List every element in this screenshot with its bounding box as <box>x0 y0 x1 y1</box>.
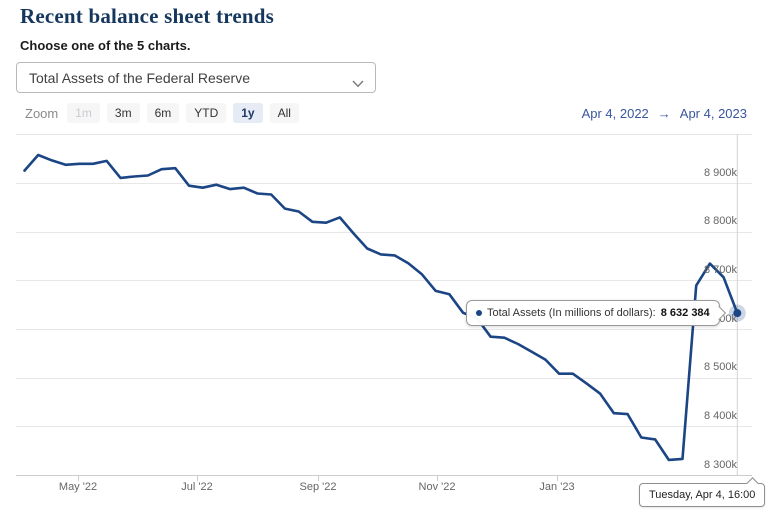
date-range: Apr 4, 2022 → Apr 4, 2023 <box>582 106 747 121</box>
range-to-input[interactable]: Apr 4, 2023 <box>679 105 747 121</box>
range-button-1m: 1m <box>67 103 100 123</box>
range-button-6m[interactable]: 6m <box>146 103 180 123</box>
zoom-label: Zoom <box>25 105 59 121</box>
chart-toolbar: Zoom 1m 3m 6m YTD 1y All Apr 4, 2022 → A… <box>25 102 747 124</box>
tooltip: Total Assets (In millions of dollars): 8… <box>466 300 720 326</box>
tooltip-date: Tuesday, Apr 4, 16:00 <box>639 483 766 507</box>
arrow-right-icon: → <box>657 105 671 121</box>
tooltip-series-label: Total Assets (In millions of dollars): <box>487 307 656 319</box>
y-axis-label: 8 400k <box>703 410 737 422</box>
chart-count-note: Choose one of the 5 charts. <box>20 38 191 53</box>
range-button-1y[interactable]: 1y <box>233 103 263 123</box>
x-axis <box>16 475 752 481</box>
range-button-3m[interactable]: 3m <box>106 103 140 123</box>
series-dot-icon <box>476 310 482 316</box>
x-axis-label: Jul '22 <box>181 481 213 493</box>
y-axis-label: 8 500k <box>703 361 737 373</box>
page-title: Recent balance sheet trends <box>20 4 275 28</box>
y-axis-label: 8 300k <box>703 459 737 471</box>
range-from-input[interactable]: Apr 4, 2022 <box>581 105 649 121</box>
chart-select[interactable]: Total Assets of the Federal Reserve <box>16 62 376 93</box>
y-axis-label: 8 700k <box>703 264 737 276</box>
range-button-all[interactable]: All <box>269 103 299 123</box>
x-axis-label: Nov '22 <box>418 481 456 493</box>
x-axis-label: Sep '22 <box>299 481 337 493</box>
chart-select-value: Total Assets of the Federal Reserve <box>29 69 250 86</box>
chevron-down-icon <box>352 75 364 93</box>
series-line[interactable] <box>23 153 739 462</box>
range-button-ytd[interactable]: YTD <box>186 103 227 123</box>
x-axis-label: Jan '23 <box>539 481 575 493</box>
x-axis-label: May '22 <box>58 481 98 493</box>
y-axis-label: 8 900k <box>703 167 737 179</box>
y-axis-label: 8 800k <box>703 215 737 227</box>
last-point-marker <box>728 304 746 322</box>
tooltip-value: 8 632 384 <box>660 307 710 319</box>
